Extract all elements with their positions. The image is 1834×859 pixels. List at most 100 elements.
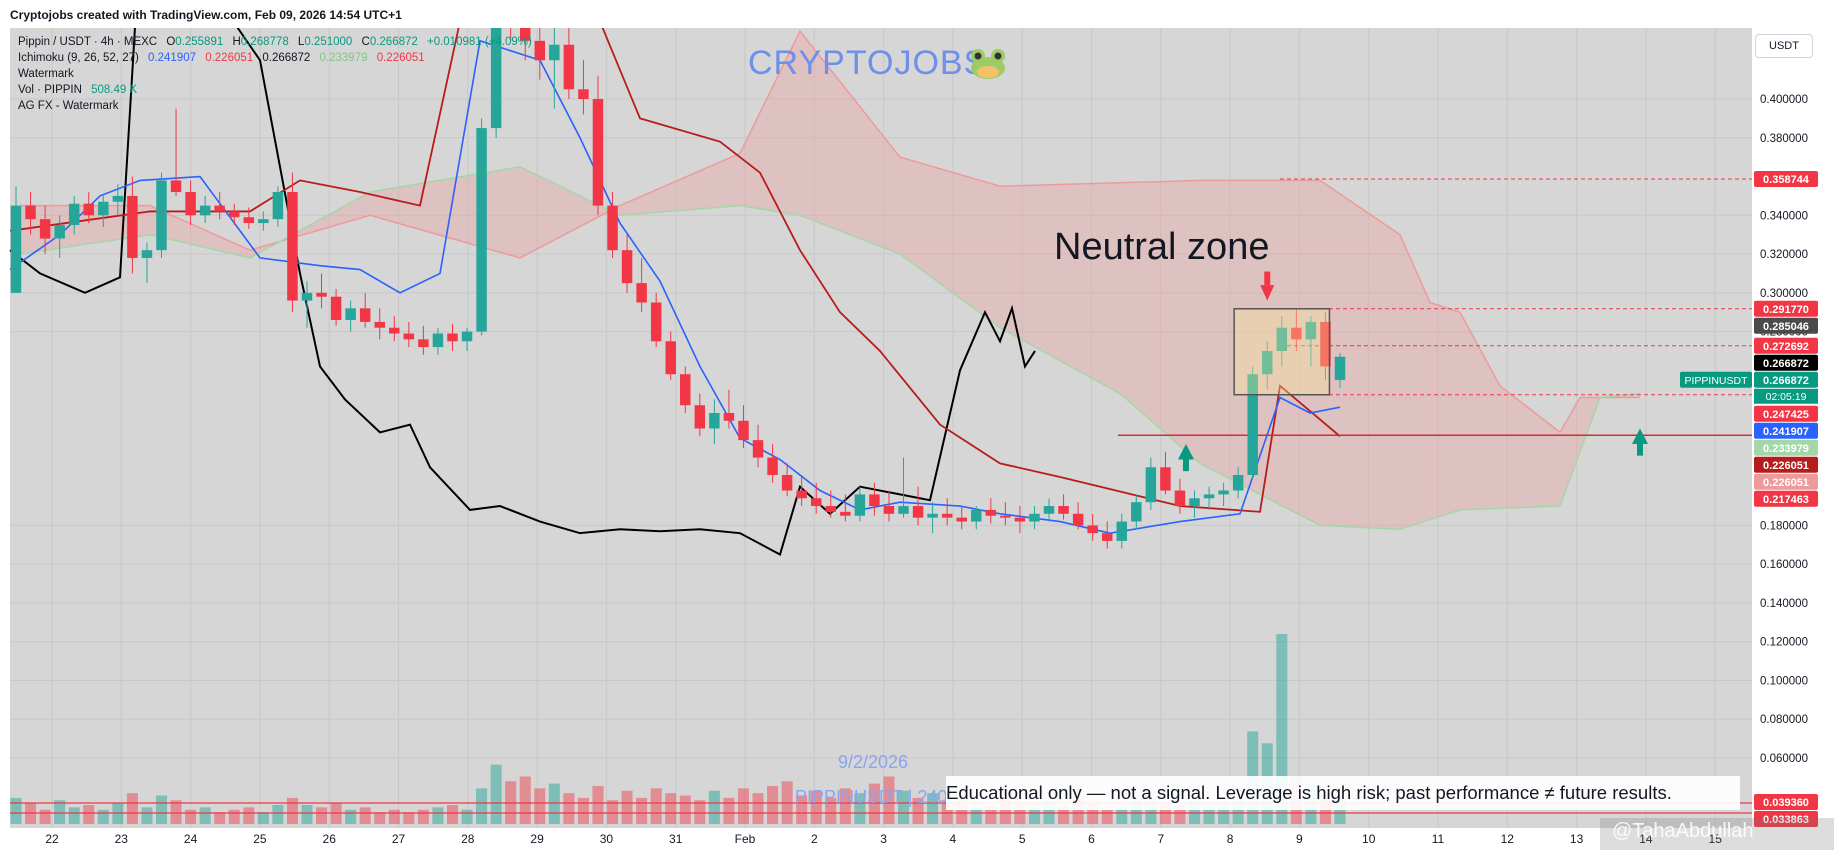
legend-change: +0.010981 (+4.09%): [426, 36, 532, 48]
volume-bar: [141, 807, 153, 824]
volume-bar: [257, 812, 269, 824]
price-axis-label: [1754, 473, 1818, 490]
legend-volume-row[interactable]: Vol · PIPPIN 508.49 K: [18, 82, 532, 98]
price-axis-label-text: 0.247425: [1763, 409, 1809, 421]
date-watermark: 9/2/2026: [838, 752, 909, 772]
x-tick-label: 14: [1639, 832, 1653, 846]
candle-body: [418, 339, 429, 348]
kijun-sen: [9, 20, 1341, 513]
legend-watermark-label[interactable]: Watermark: [18, 68, 74, 80]
price-axis-label: [1754, 811, 1818, 827]
author-badge: [1600, 818, 1834, 850]
countdown-label: [1754, 388, 1818, 404]
legend-ichimoku-label[interactable]: Ichimoku (9, 26, 52, 27): [18, 52, 139, 64]
candle-body: [694, 405, 706, 429]
volume-bar: [461, 809, 473, 824]
volume-bar: [636, 797, 648, 824]
candle-body: [1247, 374, 1258, 476]
volume-bar: [606, 800, 619, 824]
legend-low: 0.251000: [304, 36, 353, 48]
candle-body: [636, 283, 647, 303]
header-bar: Cryptojobs created with TradingView.com,…: [0, 0, 1834, 28]
volume-bar: [1130, 797, 1142, 824]
x-tick-label: 9: [1296, 832, 1303, 846]
candle-body: [752, 440, 764, 458]
legend-agfx-row[interactable]: AG FX - Watermark: [18, 98, 532, 114]
volume-bar: [126, 793, 138, 824]
legend-volume-label[interactable]: Vol · PIPPIN: [18, 84, 82, 96]
candle-body: [723, 412, 735, 421]
candle-body: [83, 203, 94, 216]
currency-button[interactable]: USDT: [1755, 34, 1813, 58]
candle-body: [127, 195, 138, 258]
candle-body: [1072, 513, 1084, 526]
volume-bar: [839, 788, 851, 824]
arrow-down-icon: [1260, 285, 1275, 301]
price-axis-label: [1754, 490, 1818, 507]
legend-watermark-row[interactable]: Watermark: [18, 66, 532, 82]
volume-bar: [316, 807, 328, 824]
price-axis-label: [1754, 439, 1818, 456]
x-tick-label: 8: [1227, 832, 1234, 846]
symbol-watermark: PIPPINUSDT | 240: [795, 787, 948, 807]
volume-bar: [563, 793, 575, 824]
legend-volume-value: 508.49 K: [91, 84, 138, 96]
volume-bar: [1232, 797, 1244, 824]
candle-body: [607, 205, 618, 251]
legend-ichimoku-spanA: 0.233979: [319, 52, 368, 64]
y-tick-label: 0.380000: [1760, 133, 1808, 145]
candle-body: [854, 494, 866, 516]
candle-body: [25, 205, 36, 220]
candle-body: [709, 412, 720, 429]
candle-body: [927, 513, 938, 518]
candle-body: [898, 506, 909, 514]
candle-body: [941, 513, 953, 518]
candle-body: [592, 99, 604, 206]
volume-bar: [1101, 809, 1113, 824]
volume-bar: [665, 793, 677, 824]
x-tick-label: 12: [1501, 832, 1515, 846]
legend-ichimoku-row[interactable]: Ichimoku (9, 26, 52, 27) 0.241907 0.2260…: [18, 50, 532, 66]
legend-o-label: O: [166, 36, 176, 48]
volume-bar: [446, 805, 459, 824]
legend: Pippin / USDT · 4h · MEXC O0.255891 H0.2…: [18, 34, 532, 114]
volume-bar: [170, 800, 182, 824]
legend-agfx-label[interactable]: AG FX - Watermark: [18, 100, 119, 112]
volume-bar: [1072, 797, 1084, 824]
legend-symbol-row[interactable]: Pippin / USDT · 4h · MEXC O0.255891 H0.2…: [18, 34, 532, 50]
candle-body: [1291, 327, 1302, 340]
volume-bar: [985, 805, 997, 824]
volume-bar: [199, 807, 211, 824]
volume-bar: [999, 797, 1011, 824]
volume-bar: [694, 800, 706, 824]
candle-body: [258, 219, 269, 224]
volume-bar: [476, 788, 488, 824]
candle-body: [476, 128, 487, 332]
disclaimer-banner: Educational only — not a signal. Leverag…: [946, 776, 1740, 810]
volume-bar: [403, 812, 415, 824]
candle-body: [1029, 513, 1040, 522]
price-axis-label-text: 0.226051: [1763, 460, 1809, 472]
volume-bar: [432, 807, 444, 824]
price-axis-label-text: 0.217463: [1763, 494, 1809, 506]
candle-body: [810, 498, 822, 507]
volume-bar: [650, 788, 662, 824]
candle-body: [272, 192, 284, 220]
volume-bar: [388, 809, 400, 824]
volume-bar: [592, 786, 604, 824]
legend-symbol[interactable]: Pippin / USDT · 4h · MEXC: [18, 36, 158, 48]
candle-body: [1101, 533, 1113, 541]
frog-icon: [971, 49, 1005, 79]
x-tick-label: 13: [1570, 832, 1584, 846]
candle-body: [316, 292, 327, 297]
candle-body: [39, 219, 51, 239]
range-box: [1233, 308, 1331, 396]
volume-bar: [621, 790, 633, 824]
x-tick-label: 30: [600, 832, 614, 846]
volume-bar: [752, 793, 764, 824]
price-axis-label-text: 0.266872: [1763, 358, 1809, 370]
volume-bar: [54, 800, 66, 824]
candle-body: [767, 457, 778, 476]
